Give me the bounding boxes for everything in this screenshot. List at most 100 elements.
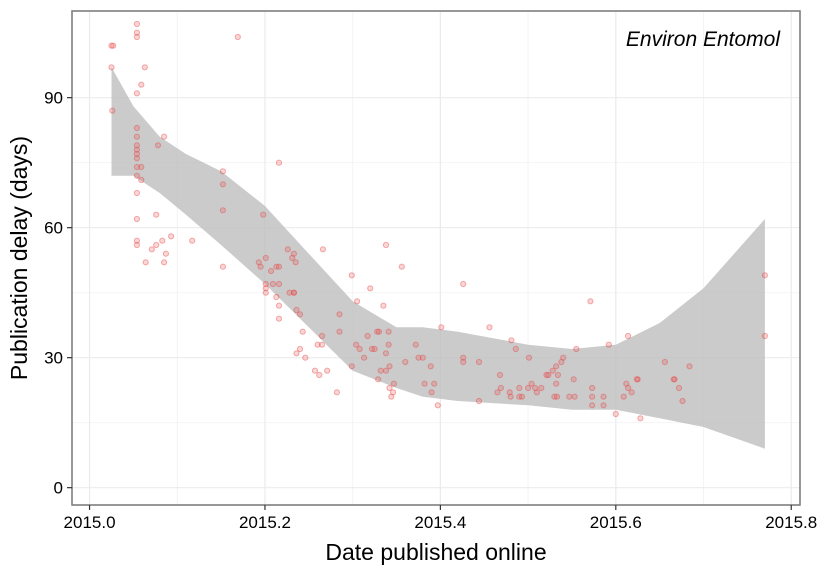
y-tick-label: 30 bbox=[44, 349, 63, 368]
data-point bbox=[460, 354, 467, 361]
data-point bbox=[361, 354, 368, 361]
x-tick-label: 2015.0 bbox=[64, 513, 116, 532]
data-point bbox=[553, 380, 560, 387]
data-point bbox=[623, 380, 630, 387]
data-point bbox=[133, 142, 140, 149]
minor-gridlines bbox=[72, 11, 800, 505]
data-point bbox=[633, 376, 641, 383]
data-point bbox=[133, 29, 140, 36]
data-point bbox=[761, 272, 769, 279]
x-axis-title: Date published online bbox=[325, 539, 546, 565]
data-point bbox=[255, 259, 262, 266]
data-point bbox=[587, 298, 594, 305]
y-axis: 0 30 60 90 bbox=[44, 89, 72, 498]
data-point bbox=[133, 133, 140, 140]
data-point bbox=[138, 81, 145, 88]
data-point bbox=[275, 315, 283, 322]
data-point bbox=[318, 332, 326, 340]
data-point bbox=[543, 371, 550, 379]
data-point bbox=[589, 402, 596, 409]
data-point bbox=[558, 358, 565, 366]
data-point bbox=[336, 328, 343, 335]
data-point bbox=[293, 306, 300, 314]
data-point bbox=[382, 241, 390, 249]
data-point bbox=[348, 363, 355, 370]
data-point bbox=[311, 367, 319, 374]
data-point bbox=[507, 393, 514, 400]
data-point bbox=[153, 241, 160, 249]
data-point bbox=[168, 233, 175, 240]
data-point bbox=[133, 155, 140, 162]
data-point bbox=[275, 280, 283, 288]
data-point bbox=[671, 376, 678, 383]
data-point bbox=[386, 363, 393, 370]
data-point bbox=[262, 289, 269, 296]
data-point bbox=[549, 367, 556, 374]
data-point bbox=[560, 354, 567, 361]
data-point bbox=[273, 263, 280, 270]
journal-annotation: Environ Entomol bbox=[626, 28, 781, 51]
data-point bbox=[551, 393, 558, 400]
data-point bbox=[434, 402, 441, 409]
data-point bbox=[319, 246, 326, 253]
data-point bbox=[419, 354, 426, 361]
x-axis: 2015.0 2015.2 2015.4 2015.6 2015.8 bbox=[64, 505, 817, 532]
data-point bbox=[284, 246, 291, 253]
data-point bbox=[661, 358, 669, 366]
data-point bbox=[761, 332, 769, 340]
data-point bbox=[533, 389, 541, 396]
confidence-band bbox=[111, 67, 765, 449]
data-point bbox=[318, 341, 326, 348]
data-point bbox=[268, 267, 275, 275]
data-point bbox=[438, 324, 445, 331]
data-point bbox=[553, 363, 560, 370]
data-point bbox=[670, 376, 677, 383]
data-point bbox=[219, 168, 226, 175]
data-point bbox=[153, 211, 160, 218]
data-point bbox=[553, 393, 561, 400]
data-point bbox=[290, 289, 297, 296]
data-point bbox=[525, 384, 532, 392]
data-point bbox=[398, 263, 405, 270]
smooth-band-layer bbox=[111, 67, 765, 449]
data-point bbox=[486, 324, 493, 331]
data-point bbox=[628, 389, 635, 396]
data-point bbox=[348, 272, 355, 279]
data-point bbox=[554, 371, 562, 379]
data-point bbox=[133, 215, 140, 223]
data-point bbox=[138, 176, 145, 184]
data-point bbox=[234, 33, 241, 41]
data-point bbox=[154, 142, 162, 149]
data-point bbox=[356, 345, 363, 353]
data-point bbox=[573, 345, 580, 353]
data-point bbox=[275, 302, 283, 309]
y-tick-label: 60 bbox=[44, 219, 63, 238]
data-point bbox=[133, 124, 140, 132]
data-point bbox=[600, 402, 607, 409]
major-gridlines bbox=[72, 11, 800, 505]
data-point bbox=[133, 241, 140, 249]
data-point bbox=[133, 163, 140, 171]
data-point bbox=[364, 332, 371, 340]
data-point bbox=[368, 345, 376, 353]
data-point bbox=[516, 384, 523, 392]
data-point bbox=[159, 237, 166, 244]
data-point bbox=[262, 254, 269, 262]
data-point bbox=[475, 358, 483, 366]
data-point bbox=[273, 293, 280, 301]
data-point bbox=[275, 263, 283, 270]
data-point bbox=[161, 259, 168, 266]
data-point bbox=[686, 363, 693, 370]
x-tick-label: 2015.4 bbox=[414, 513, 466, 532]
data-point bbox=[133, 237, 140, 244]
data-point bbox=[296, 311, 304, 318]
data-point bbox=[133, 189, 140, 197]
data-point bbox=[324, 367, 331, 374]
data-point bbox=[286, 289, 293, 296]
data-point bbox=[460, 358, 467, 366]
data-point bbox=[367, 285, 374, 292]
data-point bbox=[516, 393, 523, 400]
data-point bbox=[108, 64, 115, 71]
